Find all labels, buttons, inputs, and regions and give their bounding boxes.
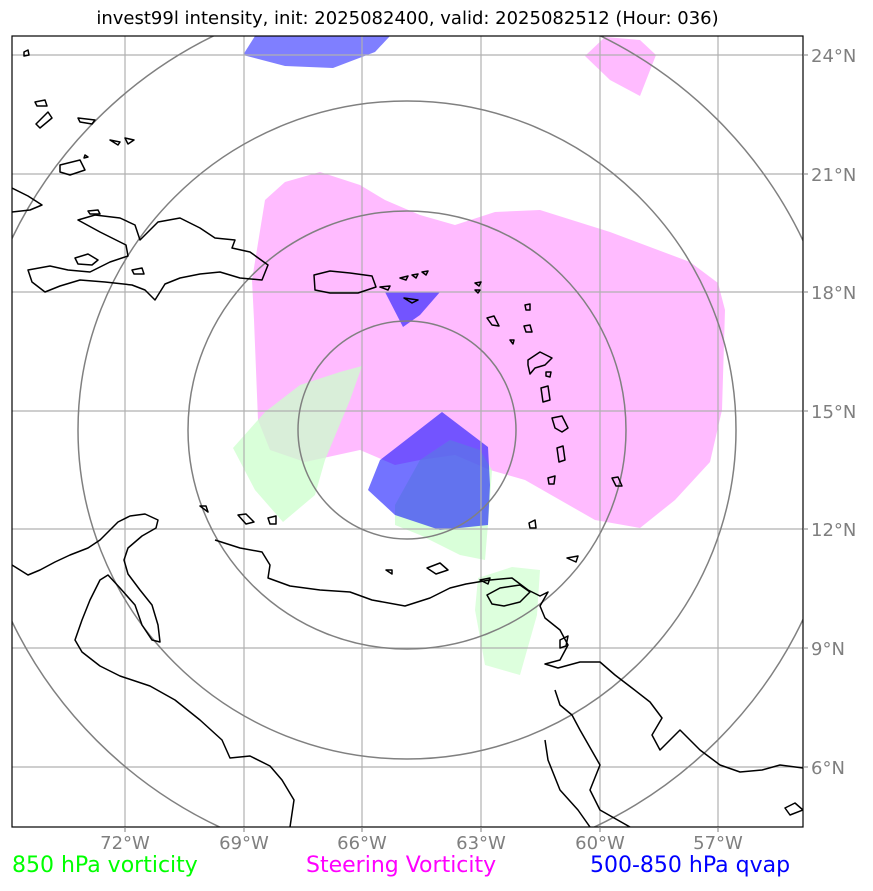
range-rings bbox=[12, 36, 803, 827]
qvap-field bbox=[243, 36, 390, 68]
south-america-coast bbox=[214, 539, 803, 773]
legend-qvap: 500-850 hPa qvap bbox=[590, 853, 791, 878]
lon-tick-label: 57°W bbox=[693, 833, 743, 854]
puerto-rico-coast bbox=[313, 270, 377, 294]
steering-vorticity-field bbox=[252, 172, 725, 528]
trinidad-coast bbox=[486, 584, 531, 607]
tick-marks bbox=[124, 54, 808, 832]
gridlines bbox=[12, 36, 803, 827]
range-ring bbox=[77, 100, 737, 760]
coastlines bbox=[12, 49, 803, 827]
lat-tick-label: 15°N bbox=[811, 402, 856, 423]
lat-tick-label: 6°N bbox=[811, 758, 845, 779]
lat-tick-label: 24°N bbox=[811, 46, 856, 67]
qvap-field bbox=[368, 412, 490, 530]
jamaica-coast bbox=[74, 253, 99, 266]
lon-tick-label: 69°W bbox=[219, 833, 269, 854]
field-layer bbox=[233, 36, 725, 675]
lon-tick-label: 63°W bbox=[456, 833, 506, 854]
range-ring bbox=[187, 210, 627, 650]
lat-axis-labels: 24°N 21°N 18°N 15°N 12°N 9°N 6°N bbox=[811, 46, 856, 779]
vorticity-850-field bbox=[233, 366, 362, 522]
map-title: invest99l intensity, init: 2025082400, v… bbox=[96, 8, 719, 29]
lon-tick-label: 60°W bbox=[575, 833, 625, 854]
steering-vorticity-field bbox=[585, 37, 656, 96]
lat-tick-label: 21°N bbox=[811, 165, 856, 186]
lon-tick-label: 72°W bbox=[100, 833, 150, 854]
map-frame bbox=[11, 35, 804, 828]
legend-steering-vorticity: Steering Vorticity bbox=[306, 853, 497, 878]
lon-tick-label: 66°W bbox=[337, 833, 387, 854]
hispaniola-coast bbox=[27, 214, 269, 301]
lat-tick-label: 18°N bbox=[811, 283, 856, 304]
south-america-coast bbox=[12, 513, 295, 827]
qvap-field bbox=[385, 292, 440, 327]
lat-tick-label: 12°N bbox=[811, 520, 856, 541]
legend-850-vorticity: 850 hPa vorticity bbox=[12, 853, 198, 878]
range-ring bbox=[297, 320, 517, 540]
lat-tick-label: 9°N bbox=[811, 639, 845, 660]
lon-axis-labels: 72°W 69°W 66°W 63°W 60°W 57°W bbox=[100, 833, 743, 854]
